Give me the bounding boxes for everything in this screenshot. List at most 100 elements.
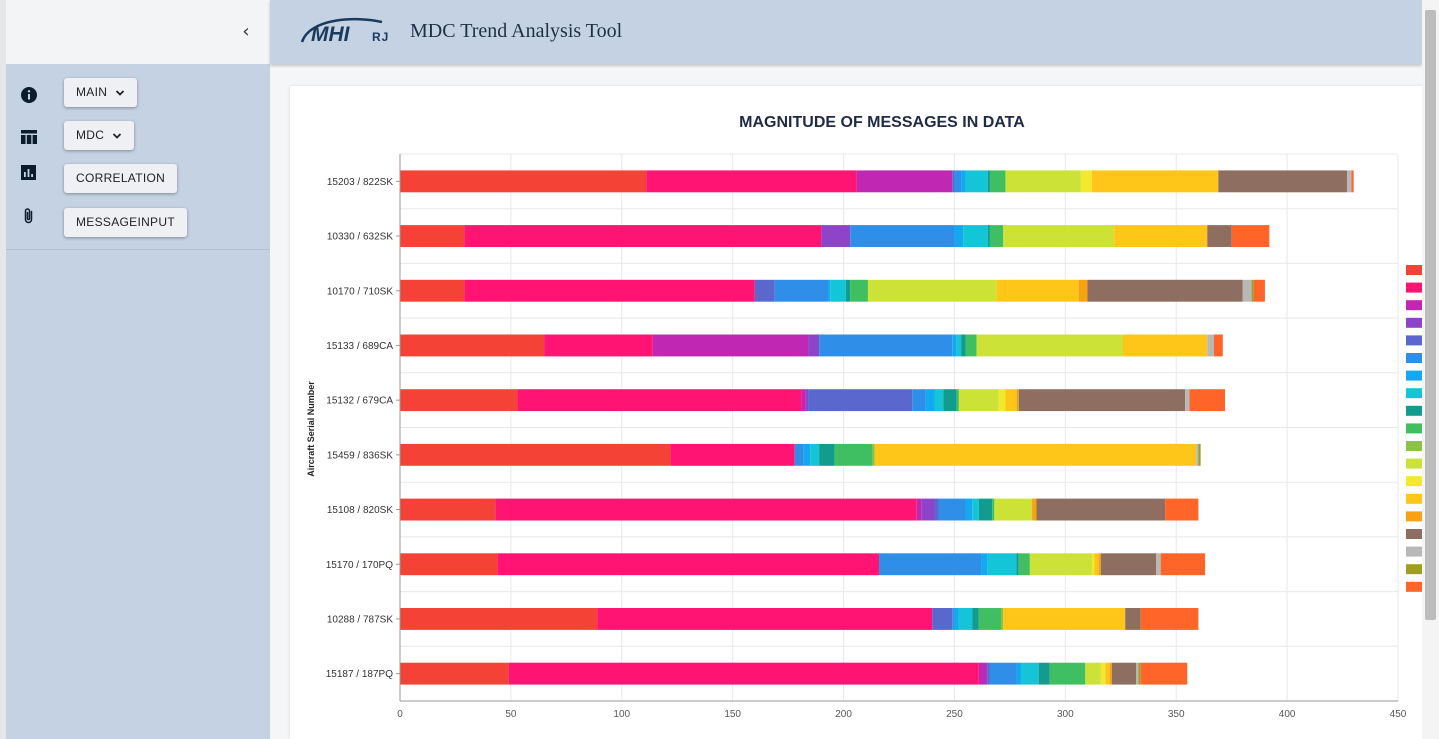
- legend-swatch[interactable]: [1406, 529, 1422, 539]
- bar-segment[interactable]: [1094, 553, 1099, 576]
- bar-segment[interactable]: [932, 608, 953, 630]
- bar-segment[interactable]: [1029, 553, 1092, 576]
- bar-segment[interactable]: [963, 225, 988, 247]
- bar-segment[interactable]: [1165, 498, 1199, 521]
- bar-segment[interactable]: [1018, 389, 1186, 412]
- bar-segment[interactable]: [1016, 662, 1021, 685]
- bar-segment[interactable]: [978, 498, 993, 521]
- bar-segment[interactable]: [517, 389, 802, 412]
- bar-segment[interactable]: [1078, 279, 1088, 302]
- bar-segment[interactable]: [400, 334, 545, 357]
- legend-swatch[interactable]: [1406, 405, 1422, 416]
- bar-segment[interactable]: [400, 279, 465, 302]
- bar-segment[interactable]: [954, 608, 959, 630]
- bar-segment[interactable]: [867, 279, 997, 302]
- bar-segment[interactable]: [1207, 225, 1232, 247]
- bar-segment[interactable]: [1080, 170, 1092, 193]
- bar-segment[interactable]: [1105, 662, 1110, 685]
- bar-segment[interactable]: [400, 443, 671, 466]
- bar-segment[interactable]: [808, 334, 820, 357]
- bar-segment[interactable]: [819, 334, 953, 357]
- bar-segment[interactable]: [1038, 662, 1050, 685]
- legend-swatch[interactable]: [1406, 388, 1422, 399]
- legend-swatch[interactable]: [1406, 300, 1422, 311]
- bar-segment[interactable]: [1207, 334, 1214, 357]
- legend-swatch[interactable]: [1406, 581, 1422, 592]
- bar-segment[interactable]: [464, 225, 822, 247]
- legend-swatch[interactable]: [1406, 370, 1422, 381]
- bar-segment[interactable]: [998, 389, 1006, 412]
- legend-swatch[interactable]: [1406, 564, 1422, 575]
- bar-segment[interactable]: [400, 498, 496, 521]
- bar-segment[interactable]: [400, 662, 509, 685]
- legend-swatch[interactable]: [1406, 423, 1422, 434]
- bar-segment[interactable]: [670, 443, 795, 466]
- bar-segment[interactable]: [1156, 553, 1161, 576]
- bar-segment[interactable]: [1091, 170, 1219, 193]
- legend-swatch[interactable]: [1406, 458, 1422, 469]
- bar-segment[interactable]: [856, 170, 953, 193]
- bar-segment[interactable]: [1198, 443, 1201, 466]
- bar-segment[interactable]: [1003, 225, 1115, 247]
- bar-segment[interactable]: [989, 170, 1006, 193]
- bar-segment[interactable]: [981, 553, 988, 576]
- bar-segment[interactable]: [794, 443, 804, 466]
- bar-segment[interactable]: [992, 498, 995, 521]
- bar-segment[interactable]: [961, 170, 966, 193]
- bar-segment[interactable]: [850, 279, 868, 302]
- bar-segment[interactable]: [1036, 498, 1166, 521]
- bar-segment[interactable]: [1016, 553, 1019, 576]
- bar-segment[interactable]: [1087, 279, 1243, 302]
- bar-segment[interactable]: [1140, 662, 1188, 685]
- bar-segment[interactable]: [879, 553, 982, 576]
- legend-swatch[interactable]: [1406, 265, 1422, 275]
- bar-segment[interactable]: [1020, 662, 1039, 685]
- bar-segment[interactable]: [972, 498, 979, 521]
- bar-segment[interactable]: [646, 170, 857, 193]
- bar-segment[interactable]: [400, 389, 518, 412]
- bar-segment[interactable]: [987, 225, 990, 247]
- bar-segment[interactable]: [1346, 170, 1352, 193]
- bar-segment[interactable]: [828, 279, 831, 302]
- bar-segment[interactable]: [1100, 553, 1157, 576]
- bar-segment[interactable]: [544, 334, 653, 357]
- bar-segment[interactable]: [1185, 389, 1190, 412]
- bar-segment[interactable]: [400, 225, 465, 247]
- bar-segment[interactable]: [774, 279, 829, 302]
- bar-segment[interactable]: [803, 443, 811, 466]
- bar-segment[interactable]: [1251, 279, 1254, 302]
- bar-segment[interactable]: [819, 443, 835, 466]
- bar-segment[interactable]: [987, 170, 990, 193]
- bar-segment[interactable]: [916, 498, 922, 521]
- bar-segment[interactable]: [1005, 389, 1017, 412]
- scrollbar-thumb[interactable]: [1425, 10, 1436, 620]
- bar-segment[interactable]: [508, 662, 979, 685]
- bar-segment[interactable]: [834, 443, 873, 466]
- bar-segment[interactable]: [978, 608, 1002, 630]
- bar-segment[interactable]: [1231, 225, 1270, 247]
- bar-segment[interactable]: [1032, 498, 1037, 521]
- bar-segment[interactable]: [1003, 608, 1126, 630]
- bar-segment[interactable]: [965, 498, 973, 521]
- bar-segment[interactable]: [830, 279, 846, 302]
- bar-segment[interactable]: [805, 389, 809, 412]
- bar-segment[interactable]: [497, 553, 880, 576]
- bar-segment[interactable]: [958, 608, 973, 630]
- bar-segment[interactable]: [952, 170, 955, 193]
- bar-segment[interactable]: [976, 334, 1123, 357]
- bar-segment[interactable]: [495, 498, 917, 521]
- legend-swatch[interactable]: [1406, 511, 1422, 522]
- bar-segment[interactable]: [934, 389, 944, 412]
- bar-segment[interactable]: [400, 553, 498, 576]
- bar-segment[interactable]: [987, 553, 1017, 576]
- bar-segment[interactable]: [1049, 662, 1086, 685]
- bar-segment[interactable]: [1125, 608, 1141, 630]
- bar-segment[interactable]: [821, 225, 851, 247]
- bar-segment[interactable]: [989, 225, 1004, 247]
- bar-segment[interactable]: [1122, 334, 1208, 357]
- bar-segment[interactable]: [943, 389, 957, 412]
- messageinput-button[interactable]: MESSAGEINPUT: [64, 208, 187, 237]
- legend-swatch[interactable]: [1406, 353, 1422, 363]
- legend-swatch[interactable]: [1406, 476, 1422, 487]
- bar-segment[interactable]: [996, 279, 1079, 302]
